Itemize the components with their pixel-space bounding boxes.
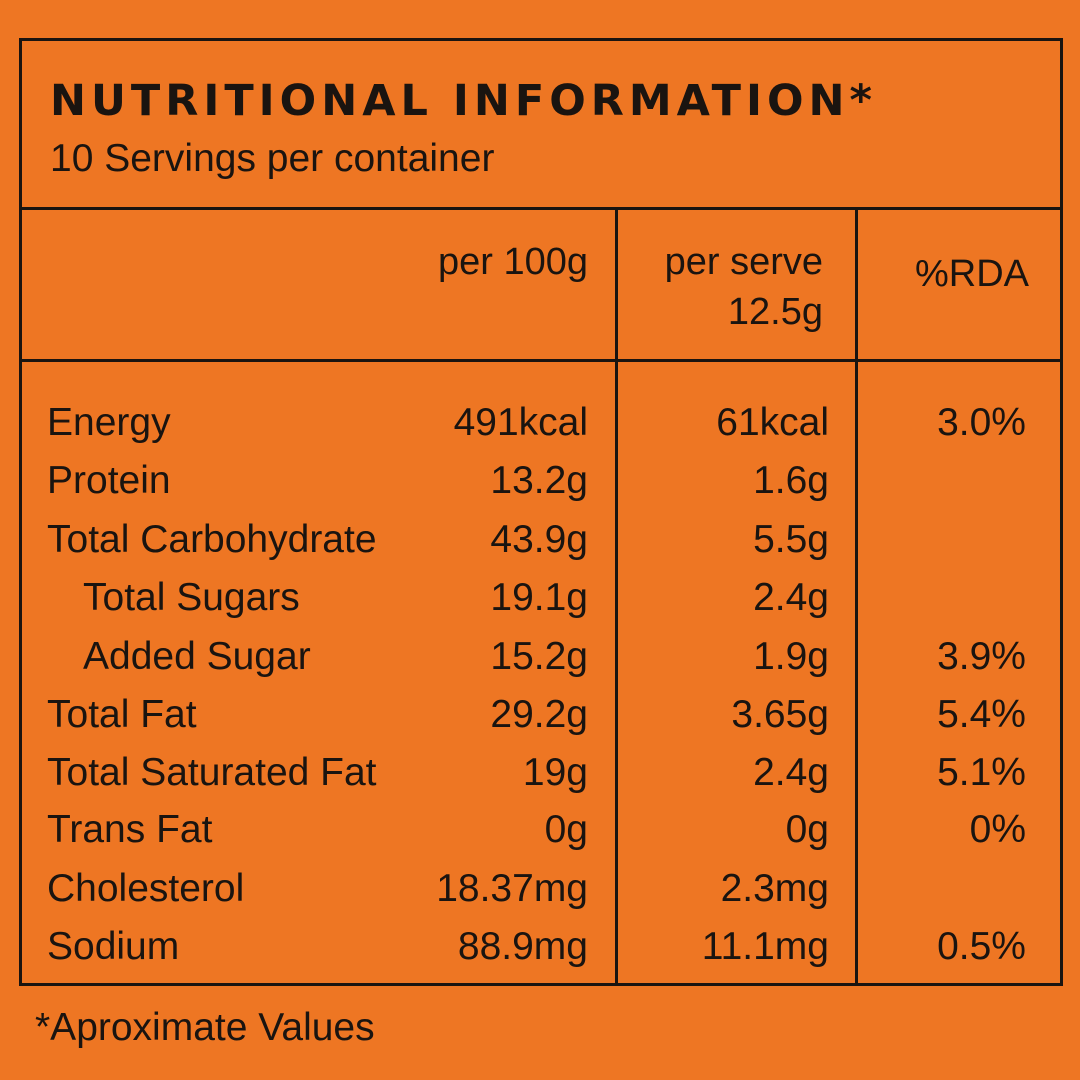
table-row: Total Sugars 19.1g 2.4g: [22, 569, 1060, 627]
value-rda: 3.9%: [937, 635, 1026, 678]
table-row: Sodium 88.9mg 11.1mg 0.5%: [22, 918, 1060, 976]
column-divider: [615, 210, 618, 983]
footnote: *Aproximate Values: [35, 1006, 375, 1049]
value-rda: 3.0%: [937, 401, 1026, 444]
value-per-100g: 19.1g: [490, 576, 588, 619]
nutrient-name: Total Sugars: [83, 576, 300, 619]
header-per-serve: per serve 12.5g: [665, 237, 823, 337]
header-per-serve-line2: 12.5g: [727, 291, 823, 333]
value-per-serve: 11.1mg: [701, 925, 829, 968]
value-per-100g: 15.2g: [490, 635, 588, 678]
column-header-row: [22, 210, 1060, 362]
header-per-serve-line1: per serve: [664, 241, 823, 283]
table-row: Added Sugar 15.2g 1.9g 3.9%: [22, 628, 1060, 686]
nutrition-panel: NUTRITIONAL INFORMATION* 10 Servings per…: [19, 38, 1063, 986]
nutrient-name: Total Saturated Fat: [47, 751, 377, 794]
value-rda: 5.4%: [937, 693, 1026, 736]
nutrient-name: Protein: [47, 459, 171, 502]
table-row: Total Saturated Fat 19g 2.4g 5.1%: [22, 744, 1060, 802]
column-divider: [855, 210, 858, 983]
table-row: Energy 491kcal 61kcal 3.0%: [22, 394, 1060, 452]
header-rda: %RDA: [914, 253, 1029, 295]
value-per-100g: 13.2g: [490, 459, 588, 502]
value-per-serve: 5.5g: [753, 518, 829, 561]
value-rda: 0%: [969, 808, 1026, 851]
value-per-100g: 18.37mg: [436, 867, 588, 910]
nutrient-name: Sodium: [47, 925, 180, 968]
value-per-serve: 2.3mg: [720, 867, 829, 910]
table-row: Total Carbohydrate 43.9g 5.5g: [22, 511, 1060, 569]
value-per-serve: 1.6g: [753, 459, 829, 502]
nutrient-name: Cholesterol: [47, 867, 245, 910]
value-per-100g: 29.2g: [490, 693, 588, 736]
value-per-100g: 491kcal: [453, 401, 588, 444]
nutrient-name: Trans Fat: [47, 808, 213, 851]
value-per-serve: 3.65g: [731, 693, 829, 736]
value-per-100g: 88.9mg: [457, 925, 588, 968]
nutrient-name: Added Sugar: [83, 635, 311, 678]
value-per-serve: 1.9g: [753, 635, 829, 678]
nutrient-name: Energy: [47, 401, 171, 444]
value-per-serve: 0g: [785, 808, 829, 851]
table-row: Protein 13.2g 1.6g: [22, 452, 1060, 510]
nutrient-name: Total Fat: [47, 693, 197, 736]
table-row: Total Fat 29.2g 3.65g 5.4%: [22, 686, 1060, 744]
table-row: Cholesterol 18.37mg 2.3mg: [22, 860, 1060, 918]
value-per-100g: 0g: [544, 808, 588, 851]
nutrient-name: Total Carbohydrate: [47, 518, 377, 561]
servings-text: 10 Servings per container: [50, 137, 495, 180]
title-section: NUTRITIONAL INFORMATION* 10 Servings per…: [22, 41, 1060, 210]
value-per-serve: 61kcal: [716, 401, 829, 444]
table-row: Trans Fat 0g 0g 0%: [22, 801, 1060, 859]
value-rda: 5.1%: [937, 751, 1026, 794]
panel-title: NUTRITIONAL INFORMATION*: [50, 76, 877, 126]
header-per-100g: per 100g: [437, 241, 588, 283]
value-per-100g: 19g: [522, 751, 588, 794]
value-per-serve: 2.4g: [753, 576, 829, 619]
value-per-100g: 43.9g: [490, 518, 588, 561]
value-rda: 0.5%: [937, 925, 1026, 968]
value-per-serve: 2.4g: [753, 751, 829, 794]
